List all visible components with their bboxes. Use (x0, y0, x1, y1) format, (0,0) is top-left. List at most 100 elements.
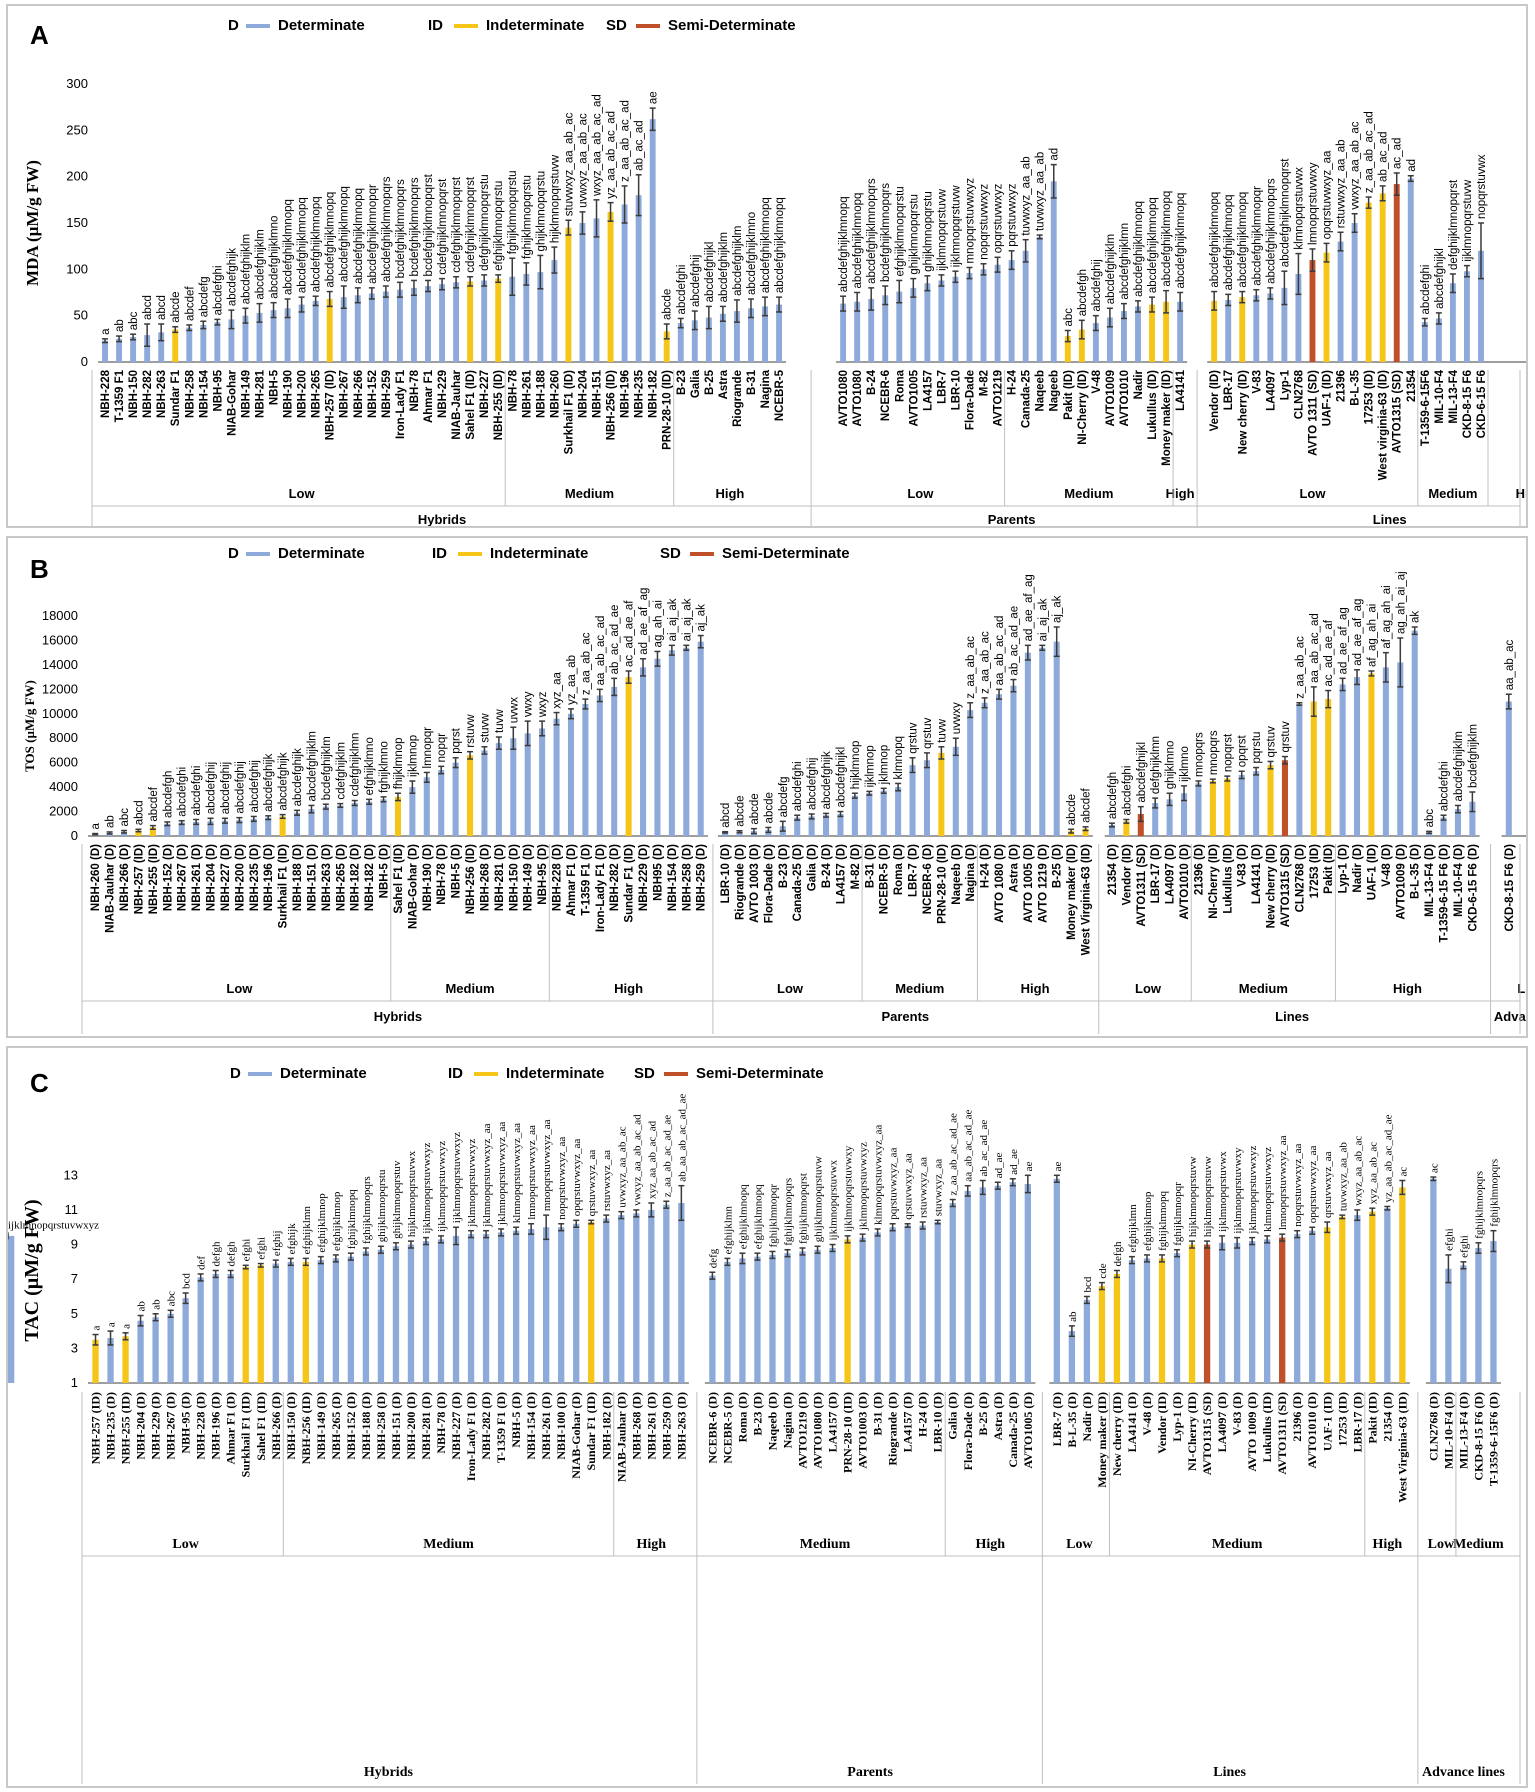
category-label: NIAB-Jauhar (451, 369, 463, 439)
bar (1211, 300, 1218, 362)
bar (1382, 667, 1389, 836)
bar (221, 820, 228, 836)
bar (1310, 701, 1317, 836)
significance-label: ai_aj_ak (667, 598, 679, 641)
significance-label: opqrstuvwxyz (993, 183, 1005, 253)
category-label: NBH-152 (367, 370, 379, 418)
category-label: PRN-28-10 (ID) (936, 844, 948, 924)
significance-label: efghij (271, 1230, 283, 1256)
significance-label: jklmnopqrstuvwxyz_aa (496, 1122, 508, 1226)
category-label: M-82 (979, 370, 991, 396)
category-label: NBH-200 (D) (234, 844, 246, 911)
category-label: AVTO1009 (D) (1395, 844, 1407, 920)
significance-label: ijklmnop (864, 745, 876, 787)
subgroup-label: Medium (445, 981, 494, 996)
bar (326, 298, 333, 362)
bar-group: defghijklmnopqrst MIL-13-F4 (1448, 179, 1460, 424)
category-label: NI-Cherry (ID) (1077, 370, 1089, 445)
category-label: 21396 (D) (1290, 1392, 1304, 1442)
bar-group: qrstuv New cherry (ID) (1266, 726, 1278, 928)
bar-group: cdefghijklmnopqrst Sahel F1 (ID) (465, 176, 477, 440)
bar-group: abcdef NBH-255 (ID) (148, 786, 160, 914)
bar (207, 821, 214, 836)
bar-group: af_ag_ah_ai UAF-1 (ID) (1366, 604, 1378, 901)
significance-label: ijklmnopqrstuvwx (828, 1159, 840, 1240)
bar-group: fghijklmnopqrs NBH-188 (D) (359, 1176, 373, 1460)
bar (854, 301, 861, 362)
category-label: AVTO1315 (SD) (1392, 370, 1404, 453)
significance-label: abcde (763, 792, 775, 823)
category-label: B-23 (D) (750, 1392, 764, 1436)
category-label: NBH-263 (D) (321, 844, 333, 911)
significance-label: abcdefghi (1420, 265, 1432, 315)
bar-group: abcdefghijklm NBH-149 (240, 234, 252, 418)
bar-group: ab T-1359 F1 (114, 319, 126, 422)
category-label: CLN2768 (1293, 369, 1305, 419)
bar (1050, 181, 1057, 362)
category-label: New cherry (ID) (1237, 370, 1249, 455)
significance-label: fghijklmnopqr (1172, 1182, 1184, 1246)
significance-label: fghijklmnopqrs (1488, 1159, 1500, 1227)
bar-group: ijklmnopqrstuvwxyz NBH-78 (D) (434, 1141, 448, 1454)
significance-label: bcd (181, 1273, 193, 1289)
significance-label: abcdefghijkl (704, 242, 716, 303)
bar (256, 312, 263, 362)
bar (882, 295, 889, 362)
bar (1324, 1227, 1331, 1383)
significance-label: abcdef (184, 286, 196, 321)
bar (994, 264, 1001, 362)
significance-label: efghijklmnopq (737, 1184, 749, 1249)
category-label: AVTO1080 (852, 370, 864, 426)
bar (302, 1261, 309, 1383)
bar (837, 814, 844, 836)
bar (1106, 317, 1113, 362)
significance-label: abcdefghijklmnopq (339, 186, 351, 282)
significance-label: ag_ah_ai_aj (1395, 571, 1407, 634)
section-label: Parents (847, 1765, 893, 1780)
panel-a: A D Determinate ID Indeterminate SD Semi-Deter… (6, 4, 1528, 528)
category-label: MIL-10-F4 (1434, 369, 1446, 423)
significance-label: bcdefghijklmnopqrst (423, 173, 435, 276)
bar (909, 765, 916, 836)
y-tick-label: 150 (66, 215, 88, 230)
bar-group: z_aa_ab_ac_ad 17253 (ID) (1364, 111, 1376, 424)
bar (340, 297, 347, 362)
bar (593, 218, 600, 362)
category-label: Nageeb (1049, 370, 1061, 412)
bar-group: abcde Money maker (ID) (1066, 794, 1078, 940)
bar-group: rstuvwxyz_aa NBH-182 (D) (599, 1150, 613, 1460)
bar-group: abcdefghi T-1359-6-15F6 (1420, 265, 1432, 447)
section-label: Hybrids (374, 1009, 422, 1024)
category-label: AVTO1005 (908, 369, 920, 426)
bar-group: hijklmnop M-82 (D) (850, 741, 862, 890)
legend-code: ID (428, 17, 443, 34)
subgroup-label: Medium (1453, 1537, 1504, 1552)
category-label: NBH-150 (D) (508, 844, 520, 911)
significance-label: abcdefghijk (821, 751, 833, 809)
category-label: AVTO1315 (SD) (1280, 844, 1292, 927)
significance-label: abcdefghijklm (732, 226, 744, 296)
significance-label: mnopqrs (1193, 732, 1205, 777)
bar-group: fghijklmnopq Vendor (ID) (1155, 1191, 1169, 1454)
significance-label: qrstuvwxyz_aa (903, 1153, 915, 1220)
y-tick-label: 10000 (42, 706, 78, 721)
significance-label: yz_aa_ab_ac_ad_ae (1382, 1114, 1394, 1202)
subgroup-label: Low (226, 981, 253, 996)
category-label: Lyp-1 (D) (1338, 844, 1350, 894)
significance-label: abcdefghijklmnopq (283, 199, 295, 295)
significance-label: fghijklmnopqrs (361, 1176, 373, 1244)
y-tick-label: 5 (71, 1306, 78, 1321)
significance-label: abcdefghij (206, 762, 218, 814)
bar-group: abcdefghijklmnopqrs NBH-259 (381, 176, 393, 418)
category-label: Vendor (ID) (1121, 844, 1133, 906)
bar (362, 1251, 370, 1383)
category-label: NBH-259 (D) (659, 1392, 673, 1460)
bar (1053, 1178, 1061, 1383)
bar (242, 315, 249, 362)
bar (272, 1263, 279, 1383)
bar (748, 308, 754, 362)
significance-label: fghijklmnopq (1157, 1191, 1169, 1251)
bar (866, 793, 873, 836)
significance-label: uvwxyz_aa_ab_ac (616, 1126, 628, 1207)
significance-label: wxyz_aa_ab_ac_ad (592, 94, 604, 197)
